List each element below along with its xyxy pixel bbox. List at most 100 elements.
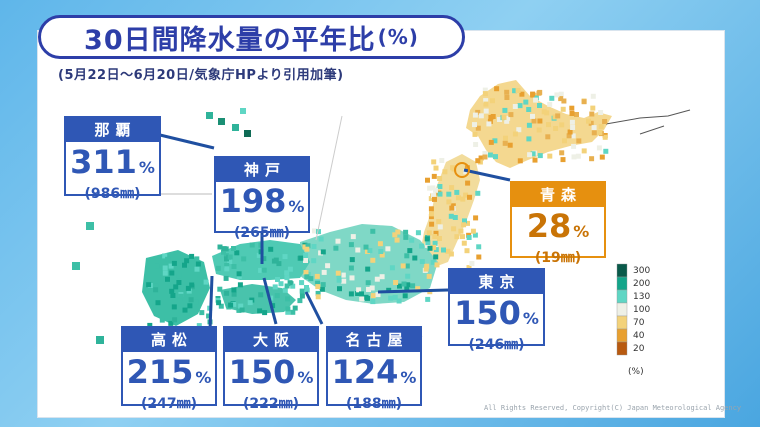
station-dot [285,306,291,312]
northern-islands-outline [605,109,691,135]
station-dot [464,248,470,254]
station-dot [431,159,437,165]
station-dot [547,153,553,159]
station-dot [392,232,398,238]
legend-swatch [616,263,628,278]
station-dot [299,293,305,299]
station-dot [385,246,391,252]
station-dot [282,254,288,260]
station-dot [419,259,425,264]
amount-value: (222㎜) [242,396,300,412]
legend-swatch [616,302,628,317]
station-dot [224,263,230,268]
station-dot [392,294,398,300]
station-dot [196,323,202,329]
station-dot [523,99,529,105]
station-dot [437,176,443,181]
station-dot [508,112,514,118]
station-dot [504,89,510,95]
station-dot [231,301,237,307]
station-dot [482,91,488,97]
station-dot [490,98,495,104]
hokkaido-shape [466,80,612,168]
station-dot [290,309,296,315]
city-name: 名古屋 [328,328,420,352]
legend-label: 300 [633,266,651,276]
station-dot [218,303,224,309]
station-dot [429,211,434,217]
station-dot [314,273,320,279]
station-dot [276,261,282,267]
station-dot [473,142,479,147]
legend-label: 20 [633,344,645,354]
station-dot [558,96,564,102]
station-dot [504,118,510,124]
station-dot [394,237,400,243]
station-dot [378,249,384,254]
station-dot [403,234,409,240]
station-dot [431,193,436,199]
legend-label: 40 [633,331,645,341]
station-dot [369,285,375,291]
station-dot [155,300,161,306]
station-dot [555,113,561,119]
station-dot [492,138,498,144]
amount-value: (247㎜) [140,396,198,412]
station-dot [389,265,395,271]
city-name: 高松 [123,328,215,352]
station-dot [472,112,478,118]
percent-unit: % [195,368,212,387]
station-dot [365,280,371,286]
station-dot [182,307,188,313]
station-dot [403,229,409,235]
station-dot [203,279,209,285]
station-dot [581,99,587,105]
station-dot [571,143,577,149]
callout-naha: 那覇 311% (986㎜) [64,116,161,202]
station-dot [476,244,482,250]
station-dot [425,177,430,183]
station-dot [451,226,457,232]
station-dot [182,262,187,268]
station-dot [304,274,310,280]
station-dot [428,206,434,212]
station-dot [388,295,394,301]
station-dot [515,88,521,93]
station-dot [409,237,415,243]
station-dot [292,305,298,311]
station-dot [359,291,364,297]
station-dot [169,270,175,276]
station-dot [424,242,430,248]
station-dot [598,110,604,115]
station-dot [197,265,203,271]
station-dot [466,265,472,271]
percent-value: 215 [126,353,194,391]
station-dot [305,243,311,249]
station-dot [461,222,467,228]
station-dot [415,286,421,292]
station-dot [405,282,411,288]
percent-unit: % [573,222,590,241]
station-dot [590,105,596,111]
station-dot [262,310,268,316]
station-dot [537,103,542,108]
station-dot [464,165,470,171]
legend-swatch [616,328,628,343]
station-dot [472,122,477,128]
station-dots [146,86,609,329]
station-dot [530,113,535,119]
station-dot [348,265,354,271]
legend-label: 130 [633,292,651,302]
aomori-marker [454,162,470,178]
station-dot [178,293,184,299]
station-dot [415,230,421,236]
station-dot [407,248,413,254]
station-dot [228,302,234,308]
station-dot [472,232,478,238]
station-dot [482,151,488,156]
station-dot [231,287,237,293]
station-dot [318,250,324,256]
station-dot [483,98,489,104]
station-dot [236,273,242,279]
